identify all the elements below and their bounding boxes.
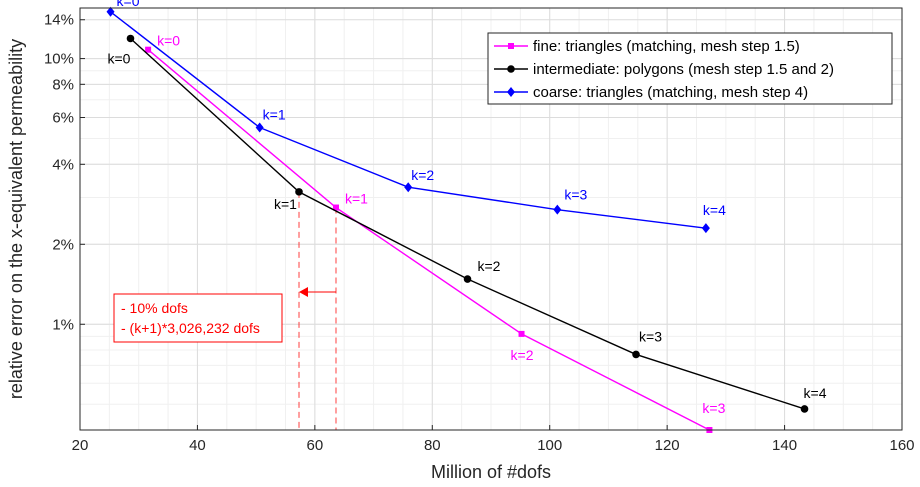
data-point — [553, 204, 562, 215]
data-label: k=2 — [511, 347, 534, 363]
legend-box — [487, 32, 893, 105]
data-point — [255, 122, 264, 133]
y-tick-label: 10% — [44, 51, 74, 68]
data-point — [463, 275, 472, 283]
data-point — [507, 65, 515, 73]
series-coarse: k=0 k=1 k=2 k=3 k=4 — [106, 0, 726, 234]
data-label: k=4 — [703, 202, 726, 218]
data-point — [701, 223, 710, 234]
series-intermediate: k=0 k=1 k=2 k=3 k=4 — [107, 34, 827, 413]
y-tick-label: 2% — [52, 236, 74, 253]
data-point — [632, 350, 640, 359]
x-tick-label: 160 — [889, 437, 914, 454]
data-point — [106, 6, 115, 17]
data-label: k=4 — [804, 385, 827, 401]
annotation-text: - (k+1)*3,026,232 dofs — [121, 320, 260, 336]
data-label: k=1 — [274, 196, 297, 212]
x-axis-label: Million of #dofs — [431, 462, 551, 482]
y-tick-label: 1% — [52, 316, 74, 333]
data-label: k=1 — [345, 191, 368, 207]
x-tick-label: 40 — [189, 437, 206, 454]
data-point — [126, 34, 135, 43]
data-point — [145, 46, 152, 53]
y-axis-label: relative error on the x-equivalent perme… — [6, 39, 26, 399]
legend: fine: triangles (matching, mesh step 1.5… — [487, 32, 893, 105]
x-tick-label: 100 — [537, 437, 562, 454]
data-label: k=2 — [411, 167, 434, 183]
data-label: k=3 — [702, 400, 725, 416]
data-point — [332, 204, 339, 211]
data-label: k=2 — [478, 258, 501, 274]
series-layer: k=0k=1k=2k=3k=0k=1k=2k=3k=4k=0k=1k=2k=3k… — [106, 0, 827, 433]
series-line — [147, 49, 710, 431]
x-tick-label: 120 — [655, 437, 680, 454]
data-point — [507, 87, 515, 97]
data-point — [518, 330, 525, 337]
y-tick-label: 8% — [52, 76, 74, 93]
data-point — [404, 182, 413, 193]
legend-entry: intermediate: polygons (mesh step 1.5 an… — [533, 61, 834, 78]
legend-entry: fine: triangles (matching, mesh step 1.5… — [533, 38, 800, 55]
x-tick-label: 60 — [307, 437, 324, 454]
axes — [79, 7, 903, 431]
x-tick-label: 140 — [772, 437, 797, 454]
data-label: k=1 — [263, 107, 286, 123]
axes-box — [79, 7, 903, 431]
y-tick-label: 4% — [52, 156, 74, 173]
annotation-text: - 10% dofs — [121, 300, 188, 316]
y-tick-label: 6% — [52, 110, 74, 127]
ticks: 20 40 60 80 100 120 140 160 1% 2% 4% 6% 8% 10% 14% — [44, 12, 915, 454]
data-label: k=0 — [107, 50, 130, 66]
series-fine: k=0 k=1 k=2 k=3 — [145, 33, 726, 433]
data-point — [800, 405, 809, 413]
data-label: k=3 — [639, 328, 662, 344]
data-label: k=3 — [564, 187, 587, 203]
data-label: k=0 — [157, 33, 180, 49]
annotation: - 10% dofs - (k+1)*3,026,232 dofs — [113, 191, 337, 430]
data-point — [295, 188, 303, 196]
data-point — [508, 43, 514, 49]
data-label: k=0 — [117, 0, 140, 9]
x-tick-label: 20 — [72, 437, 89, 454]
annotation-box — [113, 293, 283, 343]
y-tick-label: 14% — [44, 12, 74, 29]
legend-entry: coarse: triangles (matching, mesh step 4… — [533, 84, 808, 101]
x-tick-label: 80 — [424, 437, 441, 454]
arrow-head — [299, 287, 309, 297]
